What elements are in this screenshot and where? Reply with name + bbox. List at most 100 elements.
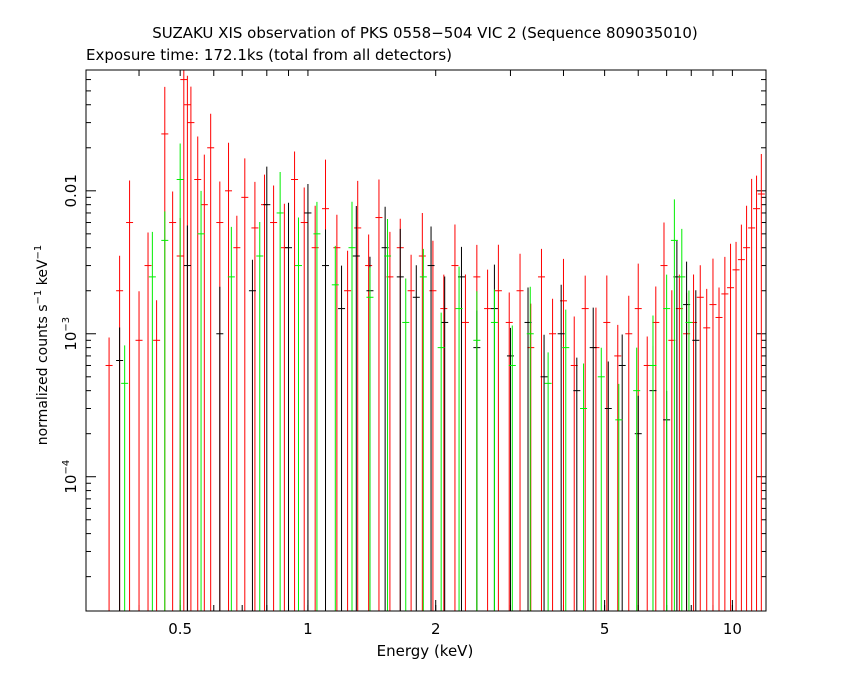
data-point bbox=[153, 300, 161, 611]
data-point bbox=[144, 232, 152, 611]
data-point bbox=[300, 187, 308, 611]
data-point bbox=[263, 166, 271, 611]
data-point bbox=[280, 203, 288, 611]
data-point bbox=[437, 312, 445, 611]
x-tick-label: 0.5 bbox=[168, 620, 192, 638]
data-point bbox=[338, 265, 346, 611]
data-point bbox=[427, 226, 435, 611]
data-point bbox=[366, 267, 374, 611]
x-tick-label: 5 bbox=[600, 620, 610, 638]
data-point bbox=[412, 265, 420, 611]
data-series bbox=[105, 70, 765, 611]
data-point bbox=[660, 222, 668, 611]
data-point bbox=[135, 291, 143, 611]
data-point bbox=[643, 336, 651, 611]
data-point bbox=[276, 171, 284, 611]
x-tick-labels: 0.5 1 2 5 10 bbox=[168, 600, 742, 638]
data-point bbox=[148, 231, 156, 611]
data-point bbox=[418, 212, 426, 611]
data-point bbox=[544, 352, 552, 611]
data-point bbox=[207, 113, 215, 611]
data-point bbox=[494, 244, 502, 611]
data-point bbox=[663, 274, 671, 611]
data-point bbox=[685, 290, 693, 611]
data-point bbox=[709, 258, 717, 611]
data-point bbox=[508, 325, 516, 611]
data-series bbox=[121, 143, 693, 611]
data-point bbox=[121, 345, 129, 611]
data-point bbox=[354, 180, 362, 611]
data-point bbox=[753, 175, 761, 611]
data-point bbox=[692, 290, 700, 611]
plot-frame bbox=[85, 69, 767, 612]
data-point bbox=[618, 334, 626, 611]
data-point bbox=[451, 224, 459, 611]
data-series-group bbox=[105, 70, 765, 611]
data-point bbox=[505, 292, 513, 611]
data-point bbox=[180, 70, 188, 611]
data-point bbox=[461, 274, 469, 611]
data-point bbox=[634, 395, 642, 611]
x-axis-label: Energy (keV) bbox=[377, 642, 474, 660]
data-point bbox=[270, 185, 278, 611]
data-point bbox=[375, 179, 383, 611]
data-point bbox=[344, 250, 352, 611]
data-point bbox=[670, 199, 678, 611]
data-point bbox=[105, 337, 113, 611]
data-point bbox=[419, 248, 427, 611]
data-point bbox=[256, 221, 264, 611]
data-point bbox=[311, 205, 319, 611]
x-tick-label: 1 bbox=[303, 620, 313, 638]
y-axis-label-prefix: normalized counts s bbox=[35, 304, 51, 445]
data-point bbox=[748, 178, 756, 611]
y-tick-label-base: 0.01 bbox=[62, 174, 80, 207]
data-point bbox=[557, 284, 565, 611]
data-point bbox=[484, 269, 492, 611]
data-point bbox=[757, 153, 765, 611]
data-point bbox=[294, 217, 302, 611]
data-point bbox=[614, 324, 622, 611]
data-point bbox=[696, 265, 704, 611]
data-point bbox=[604, 361, 612, 611]
data-point bbox=[429, 240, 437, 611]
data-point bbox=[126, 180, 134, 611]
chart-title: SUZAKU XIS observation of PKS 0558−504 V… bbox=[152, 24, 698, 42]
data-point bbox=[549, 298, 557, 611]
data-point bbox=[562, 309, 570, 611]
data-series bbox=[116, 166, 700, 611]
data-point bbox=[581, 275, 589, 611]
chart-subtitle: Exposure time: 172.1ks (total from all d… bbox=[86, 46, 452, 64]
data-point bbox=[703, 288, 711, 611]
y-tick-label: 0.01 bbox=[62, 174, 80, 207]
data-point bbox=[440, 274, 448, 611]
y-tick-label-exp: −4 bbox=[61, 460, 72, 475]
data-point bbox=[597, 347, 605, 611]
data-point bbox=[402, 278, 410, 611]
data-point bbox=[540, 334, 548, 611]
data-point bbox=[313, 201, 321, 611]
data-point bbox=[715, 287, 723, 611]
data-point bbox=[169, 191, 177, 611]
data-point bbox=[384, 218, 392, 611]
data-point bbox=[603, 275, 611, 611]
data-point bbox=[473, 291, 481, 611]
data-point bbox=[200, 154, 208, 611]
data-point bbox=[322, 229, 330, 611]
data-point bbox=[183, 225, 191, 611]
data-point bbox=[161, 211, 169, 611]
data-point bbox=[225, 142, 233, 611]
data-point bbox=[455, 266, 463, 611]
data-point bbox=[396, 228, 404, 611]
data-point bbox=[194, 136, 202, 611]
data-point bbox=[732, 241, 740, 611]
data-point bbox=[537, 248, 545, 611]
data-point bbox=[248, 259, 256, 611]
y-tick-label: 10−4 bbox=[61, 460, 80, 494]
data-point bbox=[727, 243, 735, 611]
data-point bbox=[633, 347, 641, 611]
y-axis-label-exp2: −1 bbox=[33, 245, 44, 260]
data-point bbox=[251, 181, 259, 611]
data-point bbox=[615, 383, 623, 611]
x-tick-label: 2 bbox=[431, 620, 441, 638]
